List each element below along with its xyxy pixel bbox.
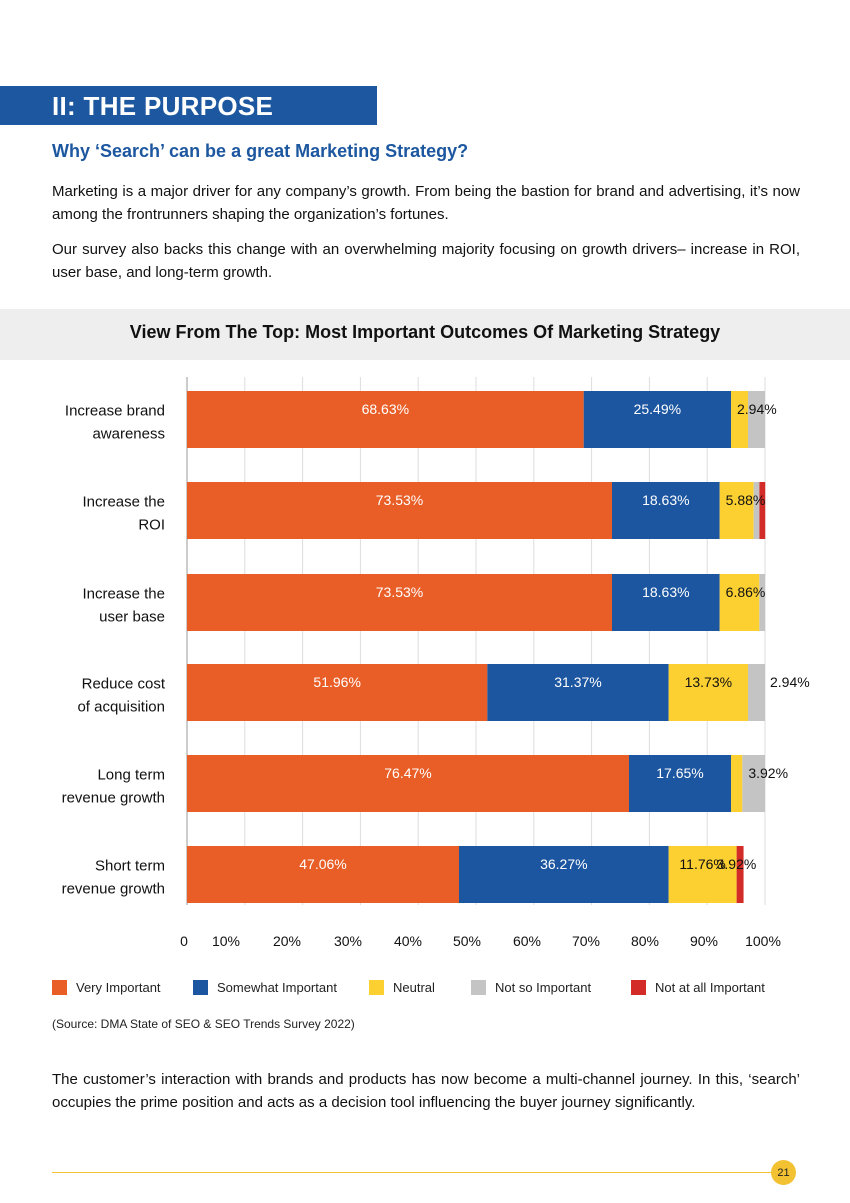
x-tick-label: 0 [180,933,188,949]
intro-paragraph-2: Our survey also backs this change with a… [52,241,800,281]
x-tick-label: 40% [394,933,422,949]
data-label: 5.88% [726,492,766,508]
bar-segment [731,755,743,812]
data-label: 17.65% [656,765,703,781]
bar-segment [753,482,760,539]
data-label: 3.92% [717,856,757,872]
data-label: 13.73% [685,674,732,690]
category-label: ROI [138,517,165,534]
data-label: 68.63% [362,401,409,417]
bar-segment [187,574,613,631]
bar-segment [748,664,765,721]
stacked-bar-chart: 0 10% 20% 30% 40% 50% 60% 70% 80% 90% 100% Increase… [62,377,810,949]
category-label: user base [99,609,165,626]
bar-segment [668,846,737,903]
data-label: 6.86% [726,584,766,600]
section-title: II: THE PURPOSE [52,91,274,121]
footer-divider [52,1172,774,1173]
data-label: 11.76% [679,856,725,872]
data-label: 3.92% [748,765,788,781]
bar-segment [719,482,754,539]
closing-paragraph: The customer’s interaction with brands a… [52,1071,800,1111]
chart-legend: Very Important Somewhat Important Neutral N… [0,978,850,998]
bar-segment [187,482,613,539]
x-tick-label: 20% [273,933,301,949]
category-label: Reduce cost [82,676,166,693]
bar-segment [748,391,765,448]
category-label: Increase the [82,494,165,511]
legend-swatch [193,979,208,995]
data-label: 36.27% [540,856,587,872]
x-tick-label: 80% [631,933,659,949]
data-label: 2.94% [737,401,777,417]
legend-item: Very Important [52,978,161,996]
page-number-badge: 21 [771,1160,796,1185]
legend-item: Neutral [369,978,435,996]
x-tick-label: 50% [453,933,481,949]
data-label: 73.53% [376,492,423,508]
bar-segment [668,664,749,721]
bar-segment [187,664,488,721]
bar-segment [731,391,749,448]
bar-segment [187,755,629,812]
x-tick-label: 30% [334,933,362,949]
bar-segment [719,574,760,631]
legend-label: Not at all Important [655,979,765,995]
x-tick-label: 90% [690,933,718,949]
data-label: 18.63% [642,492,689,508]
legend-swatch [471,979,486,995]
legend-label: Not so Important [495,979,592,995]
bar-segment [742,755,765,812]
legend-swatch [52,979,67,995]
bar-segment [736,846,744,903]
bar-segment [759,574,766,631]
category-label: of acquisition [77,699,165,716]
category-label: Increase brand [65,403,165,420]
data-label: 18.63% [642,584,689,600]
category-label: revenue growth [62,881,165,898]
category-label: Long term [97,767,165,784]
chart-title-band [0,309,850,360]
bar-segment [612,574,720,631]
x-tick-label: 100% [745,933,781,949]
category-label: awareness [92,426,165,443]
data-label: 76.47% [384,765,431,781]
legend-item: Somewhat Important [193,978,337,996]
x-tick-label: 70% [572,933,600,949]
legend-item: Not at all Important [631,978,765,996]
legend-label: Neutral [393,979,435,995]
bar-segment [628,755,732,812]
x-tick-label: 10% [212,933,240,949]
category-label: Short term [95,858,165,875]
legend-swatch [631,979,646,995]
bar-segment [759,482,766,539]
data-label: 25.49% [634,401,681,417]
chart-title: View From The Top: Most Important Outcom… [129,322,721,342]
bar-segment [187,846,460,903]
data-label: 2.94% [770,674,810,690]
category-label: Increase the [82,586,165,603]
bar-segment [487,664,669,721]
legend-item: Not so Important [471,978,591,996]
legend-label: Somewhat Important [217,979,337,995]
bar-segment [459,846,669,903]
x-tick-label: 60% [513,933,541,949]
data-label: 51.96% [313,674,360,690]
data-label: 73.53% [376,584,423,600]
subheading: Why ‘Search’ can be a great Marketing St… [52,141,469,161]
intro-paragraph-1: Marketing is a major driver for any comp… [52,183,800,223]
data-label: 47.06% [299,856,346,872]
legend-label: Very Important [76,979,161,995]
bar-segment [187,391,584,448]
bar-segment [612,482,720,539]
source-note: (Source: DMA State of SEO & SEO Trends S… [52,1017,355,1031]
bar-segment [583,391,732,448]
data-label: 31.37% [554,674,601,690]
legend-swatch [369,979,384,995]
section-banner [0,86,377,125]
category-label: revenue growth [62,790,165,807]
